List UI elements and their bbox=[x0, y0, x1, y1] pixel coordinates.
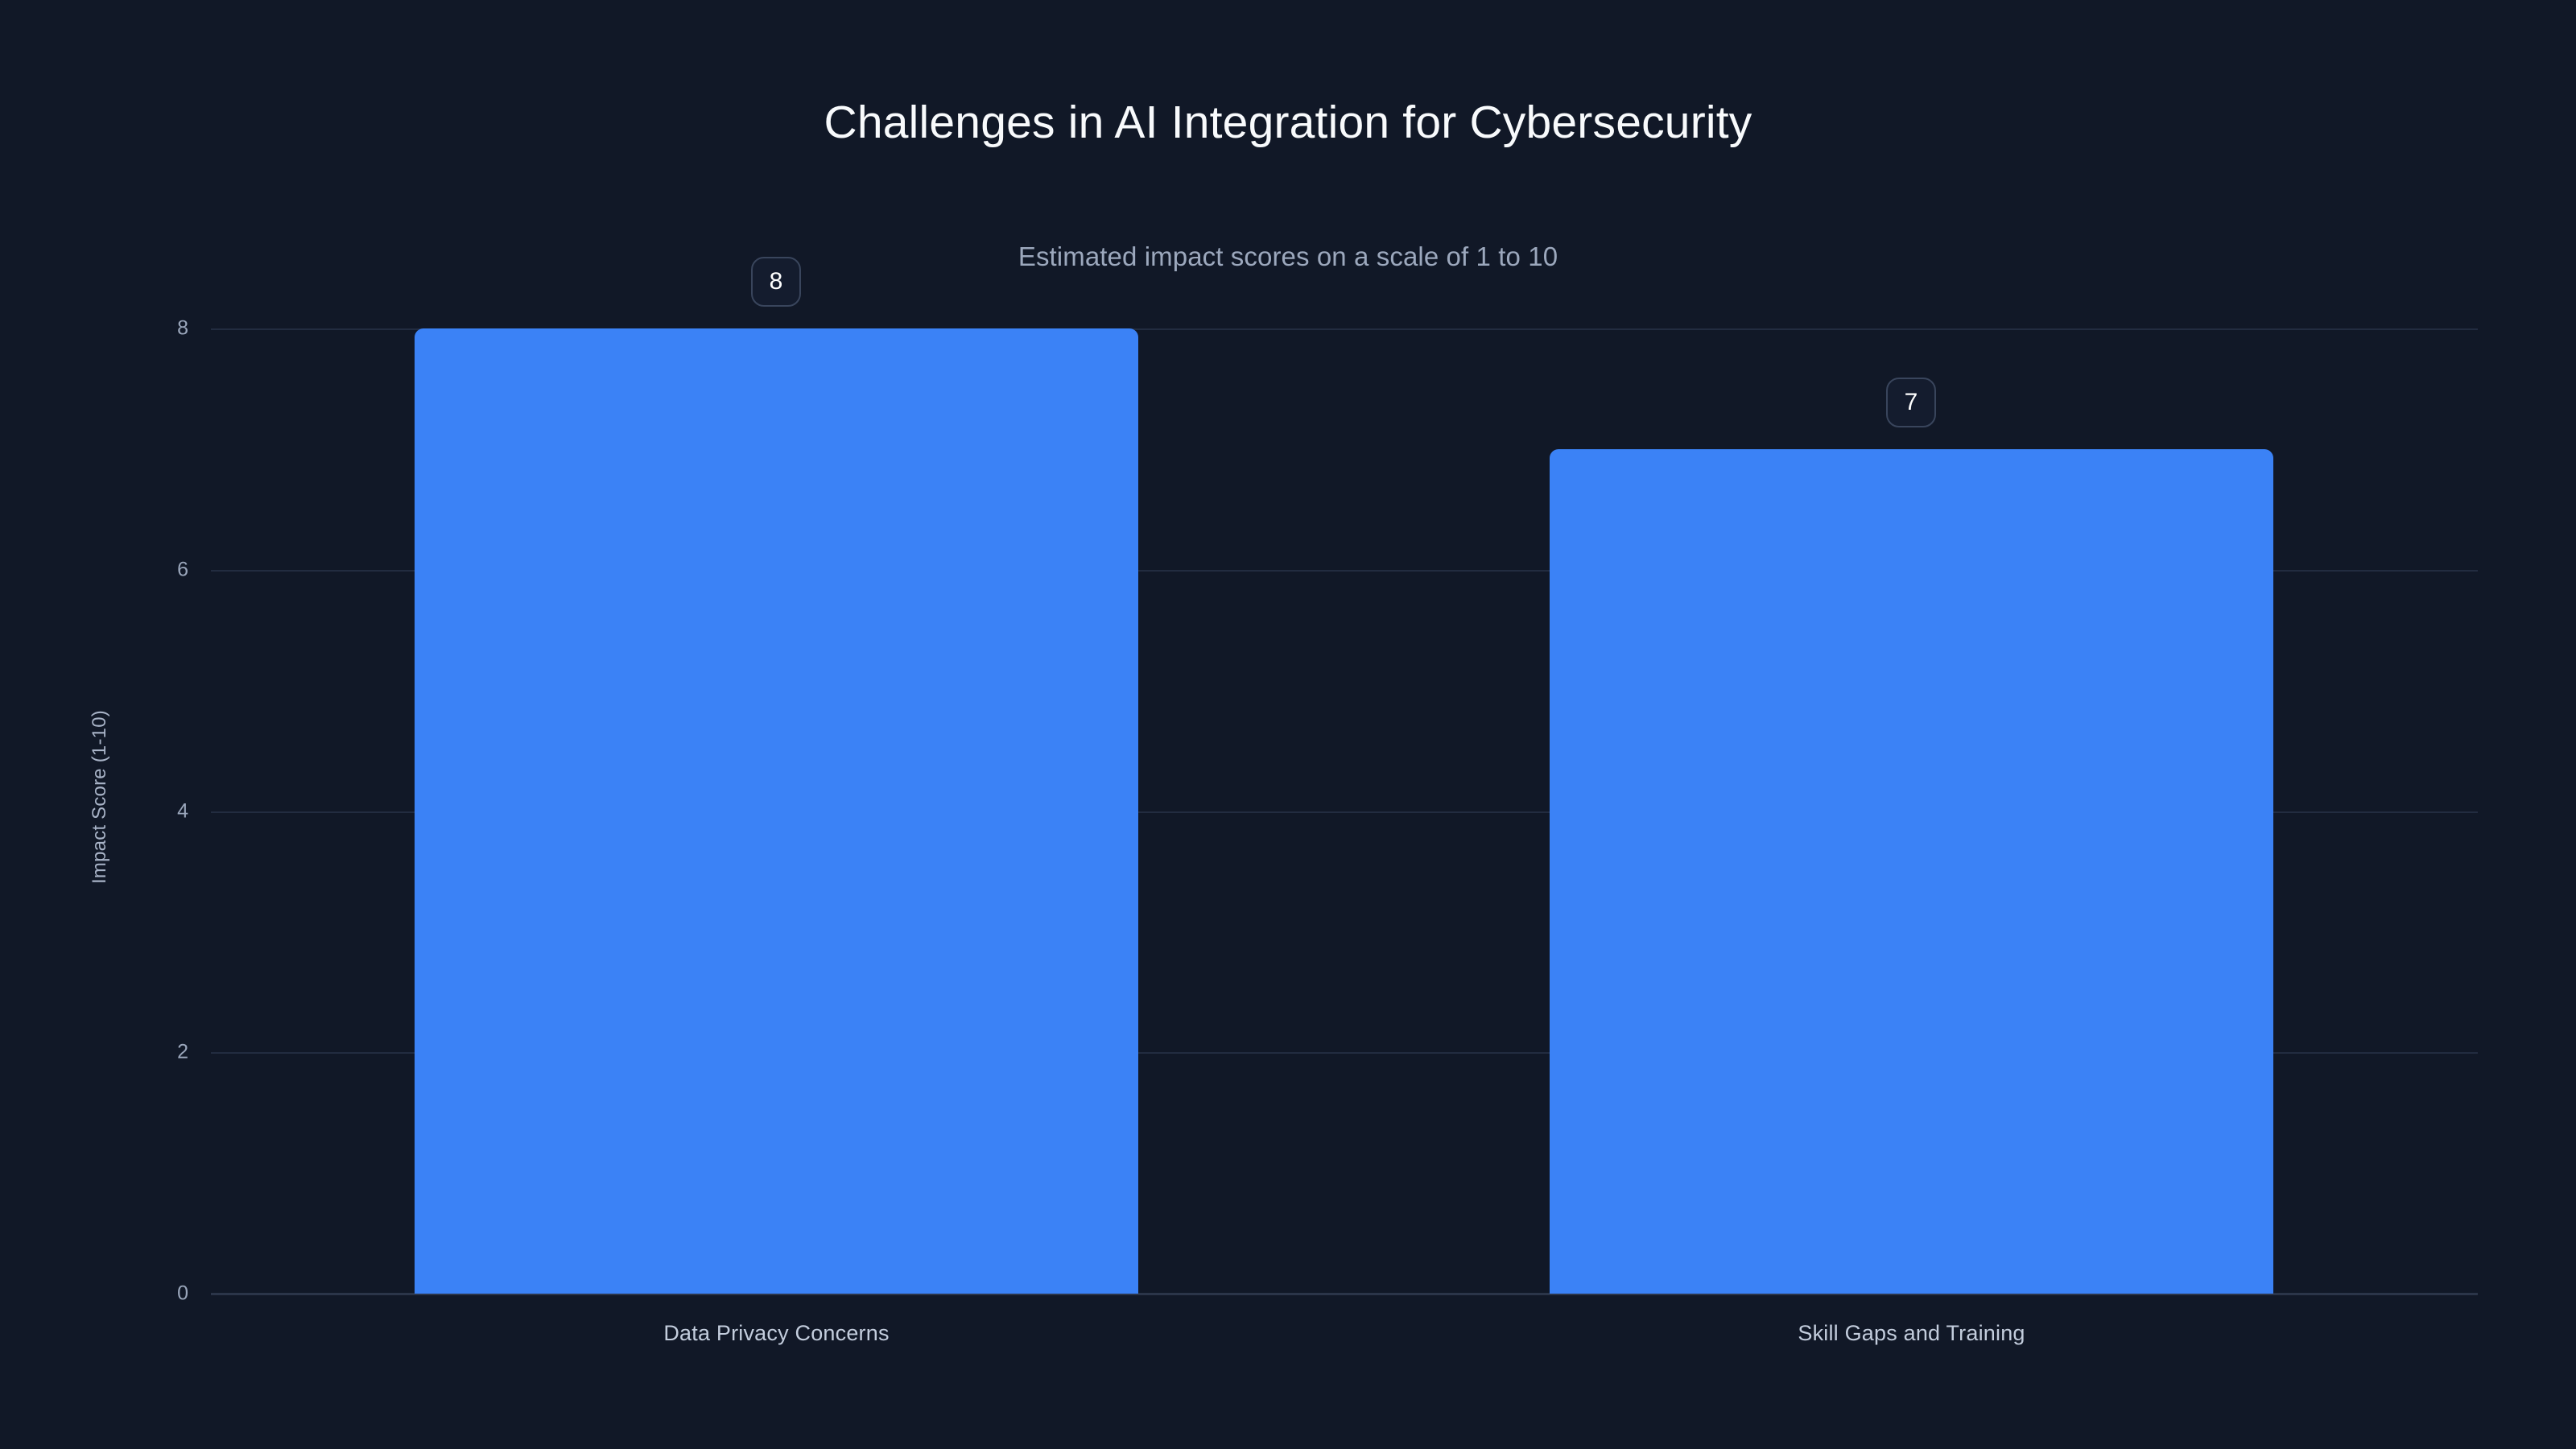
gridline bbox=[211, 811, 2478, 813]
chart-title: Challenges in AI Integration for Cyberse… bbox=[824, 97, 1752, 148]
y-tick-label: 6 bbox=[177, 558, 188, 581]
value-badge-skill-gaps-and-training: 7 bbox=[1886, 378, 1936, 427]
gridline bbox=[211, 1052, 2478, 1055]
bar-data-privacy-concerns[interactable]: Data Privacy Concerns bbox=[415, 328, 1138, 1345]
value-badge-data-privacy-concerns: 8 bbox=[751, 257, 801, 307]
y-axis-title: Impact Score (1-10) bbox=[89, 710, 110, 884]
y-tick-label: 8 bbox=[177, 316, 188, 340]
chart-subtitle: Estimated impact scores on a scale of 1 … bbox=[1018, 242, 1558, 271]
x-axis-line bbox=[211, 1293, 2478, 1295]
bar-skill-gaps-and-training[interactable]: Skill Gaps and Training bbox=[1550, 449, 2273, 1345]
gridline bbox=[211, 328, 2478, 330]
x-axis-category-label: Data Privacy Concerns bbox=[663, 1321, 890, 1345]
y-tick-label: 0 bbox=[177, 1282, 188, 1305]
gridline bbox=[211, 569, 2478, 572]
x-axis-category-label: Skill Gaps and Training bbox=[1798, 1321, 2025, 1345]
y-tick-label: 4 bbox=[177, 799, 188, 822]
y-tick-label: 2 bbox=[177, 1040, 188, 1063]
plot-area: 8 6 4 2 0 Data Privacy Concerns Skill Ga… bbox=[177, 257, 2478, 1345]
